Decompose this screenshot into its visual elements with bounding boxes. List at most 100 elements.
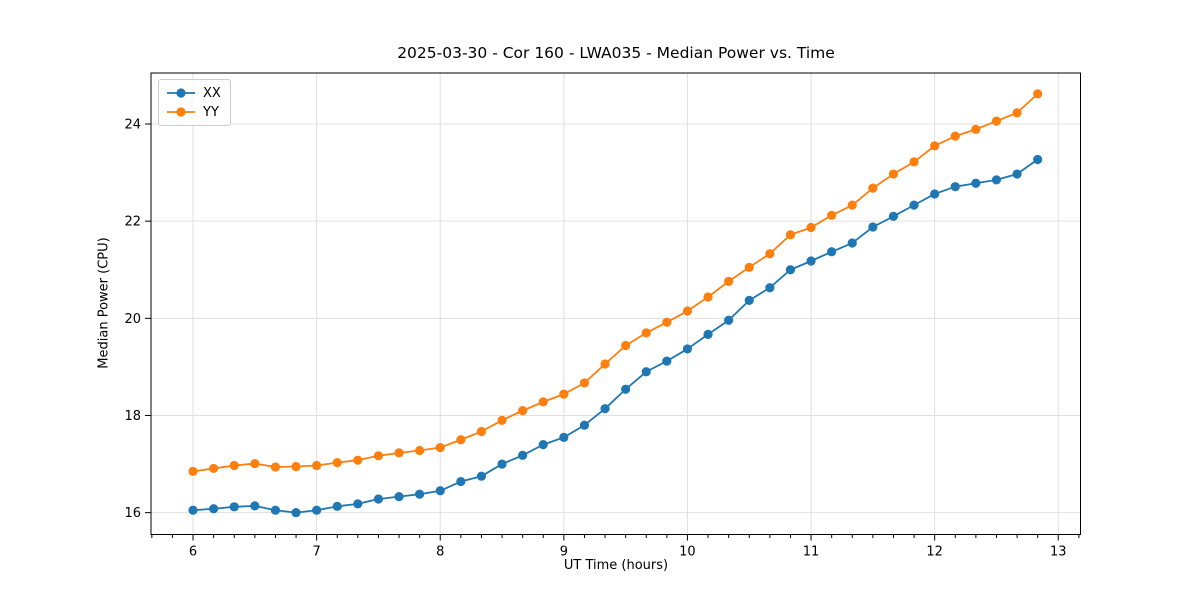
data-point (991, 116, 1002, 126)
y-tick-label: 22 (124, 215, 141, 230)
data-point (971, 178, 981, 188)
data-point (1033, 154, 1043, 165)
data-point (559, 389, 569, 399)
data-point (682, 344, 693, 354)
data-point (188, 505, 198, 515)
data-point (415, 445, 425, 456)
x-axis-label: UT Time (hours) (563, 558, 669, 573)
x-tick-label: 10 (679, 545, 696, 560)
series-yy (188, 89, 1043, 476)
data-point (559, 432, 569, 442)
data-point (847, 238, 857, 248)
data-point (703, 329, 713, 339)
data-point (579, 420, 590, 430)
data-point (373, 494, 384, 504)
data-point (662, 317, 672, 327)
data-point (600, 359, 610, 369)
y-tick-label: 16 (124, 506, 141, 521)
data-point (291, 508, 301, 518)
data-point (1012, 108, 1022, 118)
y-tick-label: 20 (124, 312, 141, 327)
data-point (538, 397, 548, 407)
data-point (724, 276, 734, 287)
y-axis-label: Median Power (CPU) (96, 237, 112, 369)
data-point (971, 124, 981, 134)
plot-border (150, 72, 1081, 535)
x-tick-label: 8 (436, 545, 444, 560)
data-point (909, 157, 919, 167)
data-point (600, 404, 610, 414)
data-point (1033, 89, 1043, 99)
x-tick-label: 12 (926, 545, 943, 560)
data-point (868, 222, 878, 232)
data-point (518, 406, 528, 416)
data-point (332, 458, 342, 468)
x-tick-label: 7 (312, 545, 320, 560)
data-point (188, 466, 198, 476)
data-point (827, 247, 837, 257)
axis-ticks (145, 123, 1080, 541)
series-line-yy (192, 93, 1039, 473)
data-point (827, 210, 837, 220)
data-point (291, 461, 301, 472)
data-point (435, 442, 445, 453)
data-point (435, 486, 445, 496)
x-tick-label: 13 (1050, 545, 1067, 560)
data-point (456, 435, 466, 445)
data-point (250, 501, 260, 511)
legend-label-xx: XX (203, 85, 221, 101)
data-point (518, 450, 528, 460)
data-point (868, 183, 878, 193)
data-point (744, 295, 754, 305)
data-point (930, 189, 940, 199)
x-tick-label: 11 (803, 545, 820, 560)
data-point (744, 262, 754, 272)
data-point (209, 504, 219, 514)
legend-label-yy: YY (203, 104, 219, 120)
data-point (353, 499, 363, 509)
data-point (641, 328, 651, 338)
data-point (373, 451, 384, 461)
data-point (250, 458, 260, 469)
data-point (209, 463, 219, 474)
x-tick-label: 6 (189, 545, 197, 560)
data-point (497, 415, 507, 425)
data-point (785, 230, 796, 240)
data-point (394, 492, 404, 502)
data-point (476, 426, 487, 437)
line-marker-yy-icon (167, 107, 195, 117)
line-marker-xx-icon (167, 88, 195, 98)
tick-labels: 6 7 8 9 10 11 12 13 16 18 20 22 24 (124, 118, 1066, 560)
data-point (353, 455, 363, 465)
data-point (724, 315, 734, 325)
data-point (270, 462, 281, 472)
data-point (806, 222, 816, 233)
data-point (930, 141, 940, 151)
data-point (456, 476, 466, 487)
data-point (621, 384, 631, 394)
data-point (950, 131, 960, 141)
data-point (1012, 169, 1022, 179)
data-point (312, 460, 322, 471)
data-point (229, 502, 239, 512)
data-point (415, 489, 425, 499)
data-point (909, 200, 919, 210)
data-point (888, 211, 899, 221)
legend-item-yy: YY (166, 103, 221, 121)
series-line-xx (192, 158, 1039, 514)
y-tick-label: 24 (124, 118, 141, 133)
data-point (703, 292, 713, 302)
series-xx (188, 154, 1043, 518)
data-point (332, 501, 342, 511)
data-point (538, 440, 548, 450)
data-point (476, 471, 487, 481)
data-point (312, 505, 322, 515)
data-point (765, 283, 775, 293)
data-point (662, 356, 672, 366)
data-point (991, 175, 1002, 185)
data-point (579, 378, 590, 388)
data-point (785, 265, 796, 275)
legend: XX YY (158, 79, 231, 126)
